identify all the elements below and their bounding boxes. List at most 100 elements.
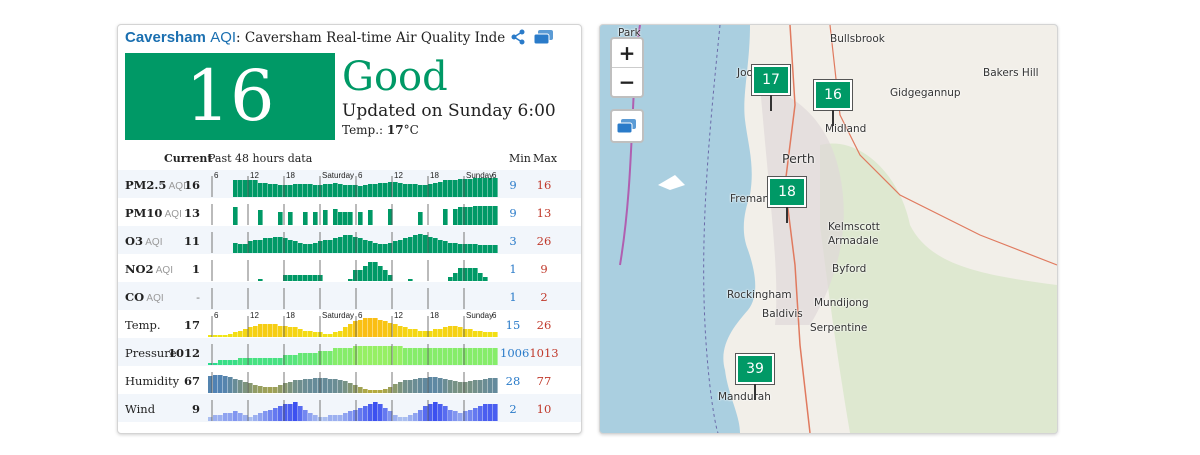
chart-bar — [368, 241, 373, 253]
chart-bar — [258, 386, 263, 393]
chart-bar — [463, 244, 468, 253]
chart-bar — [388, 387, 393, 393]
chart-bar — [468, 348, 473, 365]
aqi-link[interactable]: AQI — [210, 29, 237, 46]
title-colon: : — [236, 30, 241, 46]
chart-bar — [303, 212, 308, 225]
row-max: 16 — [536, 178, 552, 192]
chart-bar — [433, 402, 438, 421]
chart-bar — [338, 237, 343, 253]
axis-tick-label: 6 — [214, 171, 219, 180]
chart-bar — [308, 244, 313, 253]
forest-area — [820, 143, 1057, 433]
row-label-text: Wind — [125, 402, 156, 416]
chart-bar — [433, 183, 438, 197]
chart-bar — [278, 406, 283, 421]
chart-bar — [348, 348, 353, 365]
layers-icon[interactable] — [533, 29, 555, 45]
chart-bar — [358, 212, 363, 225]
sparkline-chart[interactable] — [208, 394, 498, 422]
chart-bar — [293, 241, 298, 253]
chart-bar — [428, 404, 433, 421]
chart-bar — [273, 387, 278, 393]
chart-bar — [458, 268, 463, 281]
widget-subtitle: Caversham Real-time Air Quality Index (A… — [244, 30, 505, 46]
row-min: 9 — [509, 178, 517, 192]
chart-bar — [298, 184, 303, 197]
place-label: Byford — [832, 263, 867, 275]
sparkline-chart[interactable] — [208, 226, 498, 254]
chart-bar — [463, 179, 468, 197]
chart-bar — [408, 237, 413, 253]
chart-bar — [233, 180, 238, 197]
zoom-in-button[interactable]: + — [618, 41, 636, 65]
chart-bar — [328, 240, 333, 253]
sparkline-chart[interactable] — [208, 282, 498, 310]
chart-bar — [263, 358, 268, 365]
chart-bar — [453, 180, 458, 197]
row-min: 28 — [505, 374, 521, 388]
row-label-text: Humidity — [125, 374, 180, 388]
chart-bar — [283, 185, 288, 197]
sparkline-chart[interactable] — [208, 338, 498, 366]
place-label: Mundijong — [814, 297, 869, 309]
boundary-line — [703, 25, 721, 433]
share-icon[interactable] — [509, 29, 527, 45]
chart-bar — [213, 375, 218, 393]
chart-bar — [488, 178, 493, 197]
min-header: Min — [509, 152, 531, 165]
chart-bar — [413, 235, 418, 253]
chart-bar — [423, 348, 428, 365]
chart-bar — [368, 346, 373, 365]
chart-bar — [468, 381, 473, 393]
chart-bar — [233, 207, 238, 225]
chart-bar — [373, 318, 378, 337]
chart-bar — [338, 331, 343, 337]
chart-bar — [368, 184, 373, 197]
chart-bar — [378, 346, 383, 365]
station-marker[interactable]: 18 — [767, 176, 807, 223]
map-panel[interactable]: ParkBullsbrookJoondalupBakers HillGidgeg… — [599, 24, 1058, 434]
station-marker[interactable]: 17 — [751, 64, 791, 111]
chart-bar — [358, 320, 363, 337]
data-row: Humidity 67 28 77 — [118, 366, 581, 394]
chart-bar — [328, 334, 333, 337]
chart-bar — [488, 206, 493, 225]
axis-tick-label: 12 — [250, 171, 259, 180]
sparkline-chart[interactable] — [208, 254, 498, 282]
chart-bar — [438, 378, 443, 393]
chart-bar — [423, 378, 428, 393]
station-marker[interactable]: 39 — [735, 353, 775, 400]
map-layers-button[interactable] — [610, 109, 644, 143]
chart-bar — [438, 329, 443, 337]
row-current: 17 — [183, 318, 200, 332]
sparkline-chart[interactable] — [208, 366, 498, 394]
chart-bar — [263, 387, 268, 393]
chart-bar — [218, 415, 223, 421]
chart-bar — [298, 406, 303, 421]
chart-bar — [228, 360, 233, 365]
axis-tick-label: 18 — [286, 311, 295, 320]
chart-bar — [393, 415, 398, 421]
chart-bar — [398, 326, 403, 337]
axis-tick-label: Sunday — [466, 311, 493, 320]
chart-bar — [393, 384, 398, 393]
chart-bar — [328, 379, 333, 393]
chart-bar — [373, 184, 378, 197]
place-label: Gidgegannup — [890, 87, 961, 99]
aqi-value-box: 16 — [125, 53, 335, 140]
chart-bar — [303, 410, 308, 421]
chart-bar — [413, 184, 418, 197]
chart-bar — [293, 402, 298, 421]
chart-bar — [453, 273, 458, 281]
chart-bar — [483, 245, 488, 253]
zoom-out-button[interactable]: − — [612, 67, 642, 96]
chart-bar — [243, 244, 248, 253]
axis-tick-label: 6 — [492, 311, 497, 320]
sparkline-chart[interactable] — [208, 198, 498, 226]
chart-bar — [323, 334, 328, 337]
city-link[interactable]: Caversham — [125, 29, 206, 46]
station-marker[interactable]: 16 — [813, 79, 853, 126]
